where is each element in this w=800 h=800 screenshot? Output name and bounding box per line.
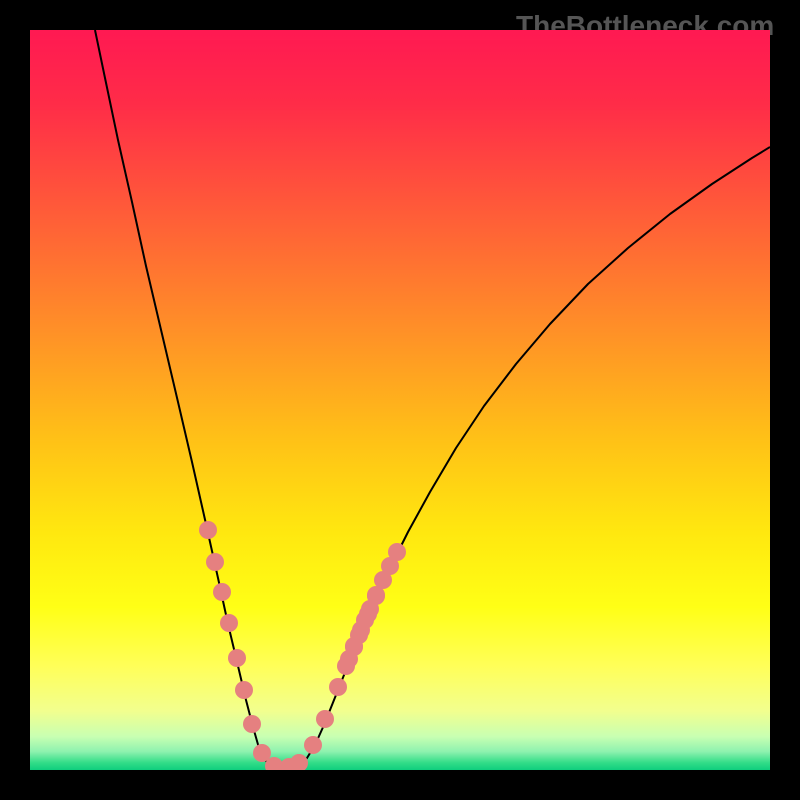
data-marker <box>206 553 224 571</box>
chart-container: TheBottleneck.com <box>0 0 800 800</box>
data-marker <box>337 657 355 675</box>
data-marker <box>235 681 253 699</box>
data-marker <box>199 521 217 539</box>
data-marker <box>345 637 363 655</box>
data-marker <box>304 736 322 754</box>
data-marker <box>388 543 406 561</box>
data-marker <box>228 649 246 667</box>
data-marker <box>316 710 334 728</box>
plot-area <box>30 30 770 770</box>
data-marker <box>243 715 261 733</box>
data-marker <box>329 678 347 696</box>
gradient-background <box>30 30 770 770</box>
data-marker <box>220 614 238 632</box>
data-marker <box>213 583 231 601</box>
chart-svg <box>30 30 770 770</box>
